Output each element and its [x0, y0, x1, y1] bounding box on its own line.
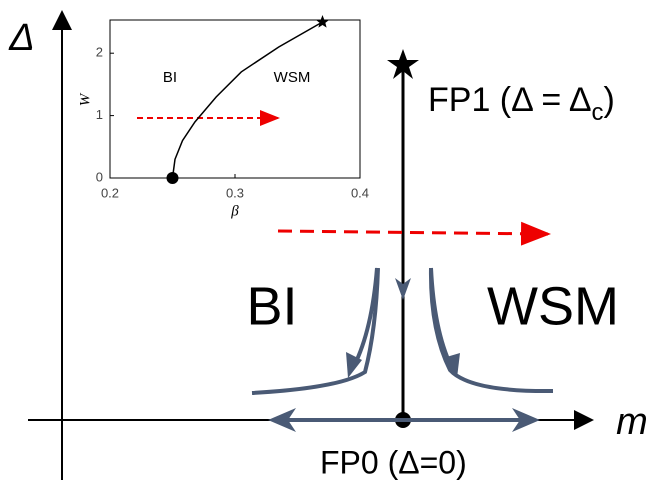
inset-chart: β W BI WSM 0.2 0.3 0.4 0 1 2 — [77, 15, 369, 219]
axis-label-m: m — [616, 401, 648, 443]
x-tick-label: 0.3 — [226, 185, 244, 200]
curve-end-star — [315, 15, 330, 28]
arrowhead — [268, 408, 296, 432]
flow-lines — [251, 267, 554, 422]
arrowhead — [443, 353, 460, 378]
inset-region-left: BI — [163, 69, 177, 86]
phase-boundary — [171, 21, 323, 179]
arrowhead — [395, 278, 411, 300]
inset-frame — [109, 19, 361, 179]
x-tick-label: 0.2 — [101, 185, 119, 200]
fp1-subscript: c — [592, 99, 604, 126]
path-arrow — [277, 221, 551, 246]
inset-ylabel: W — [77, 92, 93, 106]
flow-left-out — [251, 267, 380, 395]
fp1-suffix: ) — [604, 81, 615, 119]
arrowhead — [512, 408, 540, 432]
y-tick-label: 2 — [96, 45, 103, 60]
fp0-label: FP0 (Δ=0) — [320, 444, 467, 480]
flow-arrowheads — [268, 278, 540, 432]
fp1-star — [387, 49, 419, 79]
curve-start-dot — [166, 172, 179, 184]
region-left: BI — [246, 276, 297, 336]
y-tick-label: 1 — [96, 107, 103, 122]
x-tick-label: 0.4 — [351, 185, 369, 200]
flow-right-out — [428, 267, 554, 394]
inset-xlabel: β — [230, 203, 239, 219]
axis-label-delta: Δ — [8, 17, 35, 59]
fp1-label: FP1 (Δ = Δc) — [428, 81, 615, 126]
inset-region-right: WSM — [274, 69, 311, 86]
region-right: WSM — [487, 276, 619, 336]
y-tick-label: 0 — [96, 169, 103, 184]
arrowhead — [346, 352, 362, 378]
fp1-text: FP1 (Δ = Δ — [428, 81, 592, 119]
